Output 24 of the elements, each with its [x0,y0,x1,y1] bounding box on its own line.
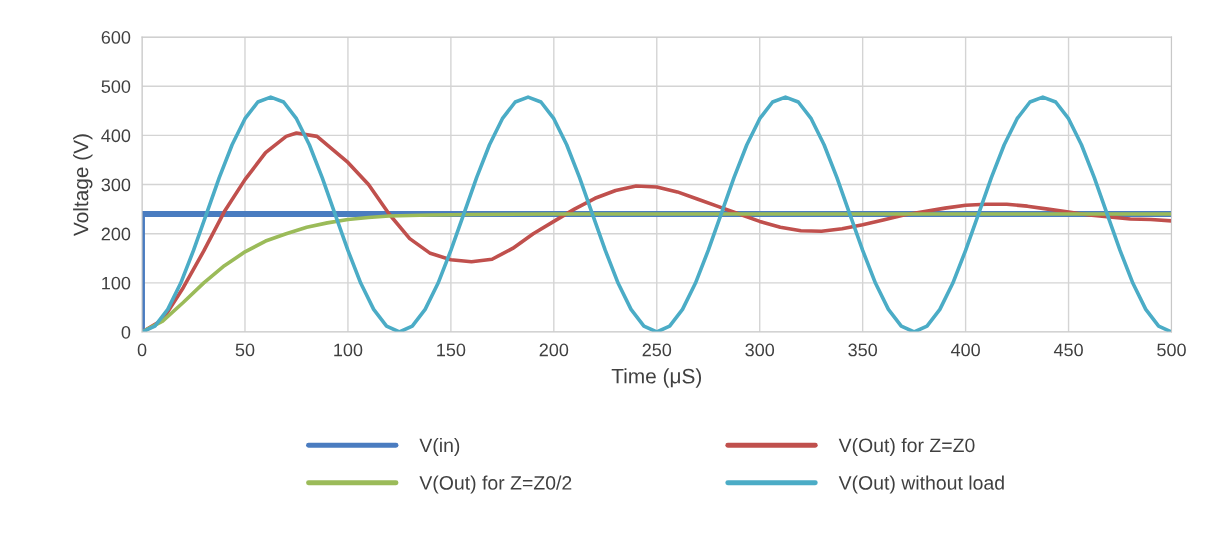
x-tick-label: 100 [334,343,363,357]
x-tick-label: 450 [1053,343,1083,357]
y-tick-label: 200 [101,227,131,241]
legend-label: V(Out) for Z=Z0/2 [419,475,572,494]
legend-label: V(Out) for Z=Z0 [838,437,975,457]
x-tick-label: 400 [950,343,980,357]
legend-label: V(Out) without load [838,475,1004,494]
y-tick-label: 600 [101,31,131,44]
y-axis-title: Voltage (V) [73,134,93,236]
x-tick-label: 350 [848,343,878,357]
x-tick-label: 300 [745,343,775,357]
y-tick-label: 500 [101,80,131,93]
x-tick-label: 150 [437,343,466,357]
x-tick-label: 500 [1157,343,1186,357]
x-tick-label: 250 [642,343,672,357]
x-tick-label: 50 [235,343,255,357]
x-tick-label: 0 [137,343,147,357]
legend-label: V(in) [419,437,460,457]
x-tick-label: 200 [539,343,569,357]
x-axis-title: Time (μS) [611,368,702,388]
y-tick-label: 100 [102,276,131,290]
y-tick-label: 400 [101,129,131,143]
y-tick-label: 300 [101,178,131,192]
y-tick-label: 0 [121,325,131,339]
